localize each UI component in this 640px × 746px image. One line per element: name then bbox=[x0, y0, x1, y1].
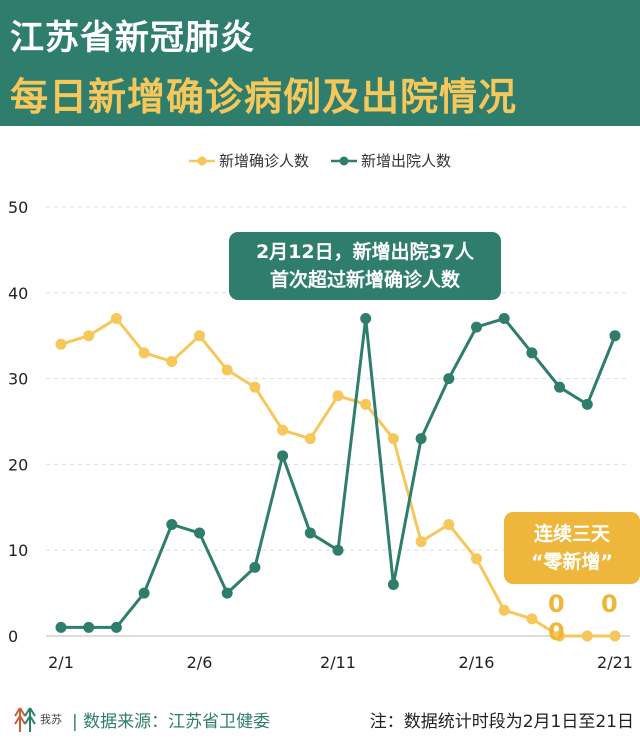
zero-labels: 0 0 0 bbox=[548, 590, 632, 646]
data-point-confirmed bbox=[194, 330, 205, 342]
data-point-confirmed bbox=[166, 355, 178, 367]
data-point-discharged bbox=[138, 587, 150, 599]
data-point-discharged bbox=[609, 330, 621, 342]
legend-item-discharged: 新增出院人数 bbox=[331, 150, 451, 171]
legend: 新增确诊人数 新增出院人数 bbox=[0, 150, 640, 171]
subtitle: 每日新增确诊病例及出院情况 bbox=[10, 75, 518, 119]
x-tick-label: 2/21 bbox=[597, 653, 633, 672]
data-point-confirmed bbox=[221, 364, 233, 376]
data-point-discharged bbox=[55, 621, 67, 633]
annotation-line: 首次超过新增确诊人数 bbox=[269, 269, 460, 291]
data-point-discharged bbox=[554, 381, 566, 393]
logo-text: 我苏 bbox=[40, 713, 62, 726]
title: 江苏省新冠肺炎 bbox=[10, 18, 255, 58]
data-point-confirmed bbox=[138, 347, 150, 359]
line-chart: 0 10 20 30 40 50 2/1 2/6 2/11 2/16 2/21 bbox=[8, 198, 633, 672]
data-point-discharged bbox=[581, 398, 593, 410]
annotation-line: 连续三天 bbox=[533, 523, 610, 545]
x-tick-label: 2/6 bbox=[187, 653, 213, 672]
annotation-peak-discharge: 2月12日，新增出院37人 首次超过新增确诊人数 bbox=[229, 232, 501, 300]
data-point-confirmed bbox=[415, 536, 427, 548]
legend-label: 新增出院人数 bbox=[361, 152, 452, 170]
logo: 我苏 bbox=[14, 706, 62, 732]
data-point-confirmed bbox=[110, 313, 122, 325]
data-point-discharged bbox=[415, 433, 427, 445]
data-point-discharged bbox=[471, 321, 482, 333]
data-point-confirmed bbox=[526, 613, 538, 625]
data-point-discharged bbox=[304, 527, 316, 539]
y-tick-label: 10 bbox=[8, 541, 28, 560]
data-point-discharged bbox=[526, 347, 538, 359]
annotation-zero-new: 连续三天 “零新增” bbox=[504, 512, 640, 584]
legend-label: 新增确诊人数 bbox=[218, 152, 309, 170]
legend-marker-confirmed-icon bbox=[188, 156, 215, 165]
data-point-discharged bbox=[360, 313, 372, 325]
y-tick-label: 40 bbox=[8, 284, 28, 303]
x-tick-label: 2/16 bbox=[459, 653, 495, 672]
data-point-discharged bbox=[498, 313, 510, 325]
footer: 我苏 | 数据来源：江苏省卫健委 注：数据统计时段为2月1日至21日 bbox=[14, 706, 634, 732]
data-point-discharged bbox=[194, 527, 205, 539]
data-point-discharged bbox=[221, 587, 233, 599]
logo-tree-icon bbox=[14, 707, 36, 732]
data-point-confirmed bbox=[581, 630, 593, 642]
legend-item-confirmed: 新增确诊人数 bbox=[188, 150, 309, 171]
data-point-discharged bbox=[387, 579, 399, 591]
data-point-confirmed bbox=[332, 390, 344, 402]
data-point-discharged bbox=[277, 450, 289, 462]
data-point-discharged bbox=[83, 621, 95, 633]
data-point-confirmed bbox=[609, 630, 621, 642]
data-point-discharged bbox=[443, 373, 455, 385]
annotation-line: 2月12日，新增出院37人 bbox=[255, 241, 475, 263]
data-point-confirmed bbox=[55, 338, 67, 350]
data-point-discharged bbox=[332, 544, 344, 556]
data-point-confirmed bbox=[249, 381, 261, 393]
y-tick-label: 20 bbox=[8, 455, 28, 474]
header: 江苏省新冠肺炎 每日新增确诊病例及出院情况 bbox=[0, 0, 640, 126]
data-point-confirmed bbox=[360, 398, 372, 410]
data-point-confirmed bbox=[83, 330, 95, 342]
data-source: | 数据来源：江苏省卫健委 bbox=[72, 711, 271, 732]
data-point-confirmed bbox=[304, 433, 316, 445]
footnote: 注：数据统计时段为2月1日至21日 bbox=[369, 711, 634, 732]
y-tick-label: 30 bbox=[8, 370, 28, 389]
data-point-confirmed bbox=[471, 553, 482, 565]
x-tick-label: 2/11 bbox=[320, 653, 356, 672]
data-point-discharged bbox=[110, 621, 122, 633]
y-tick-label: 0 bbox=[8, 627, 18, 646]
data-point-confirmed bbox=[554, 630, 566, 642]
data-point-confirmed bbox=[387, 433, 399, 445]
data-point-confirmed bbox=[498, 604, 510, 616]
data-point-discharged bbox=[249, 561, 261, 573]
y-tick-label: 50 bbox=[8, 198, 28, 217]
annotation-line: “零新增” bbox=[531, 551, 613, 573]
x-tick-label: 2/1 bbox=[48, 653, 74, 672]
data-point-discharged bbox=[166, 518, 178, 530]
legend-marker-discharged-icon bbox=[331, 156, 357, 165]
data-point-confirmed bbox=[443, 518, 455, 530]
data-point-confirmed bbox=[277, 424, 289, 436]
